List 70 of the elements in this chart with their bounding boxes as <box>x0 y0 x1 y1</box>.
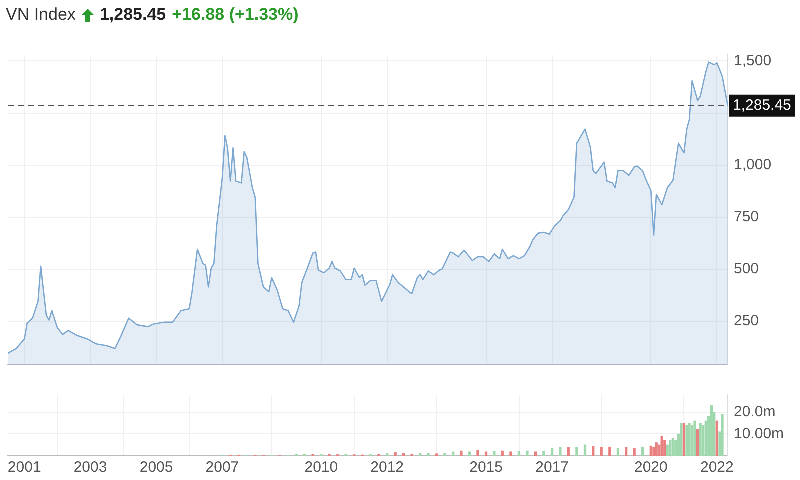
bar <box>584 444 587 456</box>
bar <box>444 453 446 456</box>
bar <box>493 451 496 456</box>
bar <box>576 446 578 456</box>
bar <box>452 452 455 456</box>
x-tick-label: 2007 <box>206 459 240 476</box>
text: 1,285.45 <box>100 5 166 25</box>
bar <box>484 452 488 456</box>
bar <box>655 442 658 456</box>
bar <box>592 446 595 456</box>
bar <box>666 444 669 456</box>
bar <box>616 448 620 456</box>
bar <box>633 448 636 456</box>
x-tick-label: 2012 <box>370 459 404 476</box>
bar <box>694 420 696 456</box>
text: +16.88 (+1.33%) <box>172 5 299 25</box>
ref-line-label: 1,285.45 <box>733 97 792 114</box>
bar <box>542 451 546 456</box>
bar <box>669 440 672 456</box>
x-tick-label: 2017 <box>536 459 569 476</box>
bar <box>394 452 397 456</box>
y-tick-label: 10.00m <box>734 425 784 442</box>
bar <box>710 406 713 456</box>
y-tick-label: 750 <box>734 208 760 226</box>
y-tick-label: 500 <box>734 260 760 278</box>
bar <box>518 451 521 456</box>
bar <box>476 450 480 456</box>
bar <box>686 425 688 456</box>
bar <box>559 446 562 456</box>
chart-title: VN Index <box>6 5 76 25</box>
x-tick-label: 2022 <box>700 459 734 476</box>
x-tick-label: 2005 <box>140 459 174 476</box>
bar <box>510 452 512 456</box>
bar <box>468 452 471 456</box>
bar <box>534 452 538 456</box>
y-tick-label: 20.0m <box>734 404 776 421</box>
bar <box>704 420 708 456</box>
y-tick-label: 1,500 <box>734 52 772 70</box>
bar <box>660 436 664 456</box>
x-tick-label: 2003 <box>74 459 108 476</box>
bar <box>501 450 504 456</box>
x-tick-label: 2015 <box>470 459 503 476</box>
bar <box>716 420 718 456</box>
y-tick-label: 1,000 <box>734 156 772 174</box>
bar <box>460 450 463 456</box>
bar <box>526 450 529 456</box>
bar <box>402 453 406 456</box>
x-tick-label: 2020 <box>634 459 668 476</box>
bar <box>702 425 705 456</box>
bar <box>427 453 430 456</box>
bar <box>642 446 644 456</box>
bar <box>625 447 628 456</box>
bar <box>664 440 666 456</box>
bar <box>567 447 570 456</box>
bar <box>419 453 422 456</box>
y-tick-label: 250 <box>734 312 760 330</box>
bar <box>682 422 686 456</box>
bar <box>680 422 683 456</box>
bar <box>696 430 700 456</box>
bar <box>600 447 603 456</box>
x-tick-label: 2010 <box>304 459 338 476</box>
bar <box>672 438 675 456</box>
bar <box>650 446 652 456</box>
bar <box>386 453 389 456</box>
x-tick-label: 2001 <box>8 459 42 476</box>
bar <box>699 422 702 456</box>
bar <box>550 448 554 456</box>
bar <box>608 446 612 456</box>
bar <box>652 446 656 456</box>
bar <box>721 414 724 456</box>
